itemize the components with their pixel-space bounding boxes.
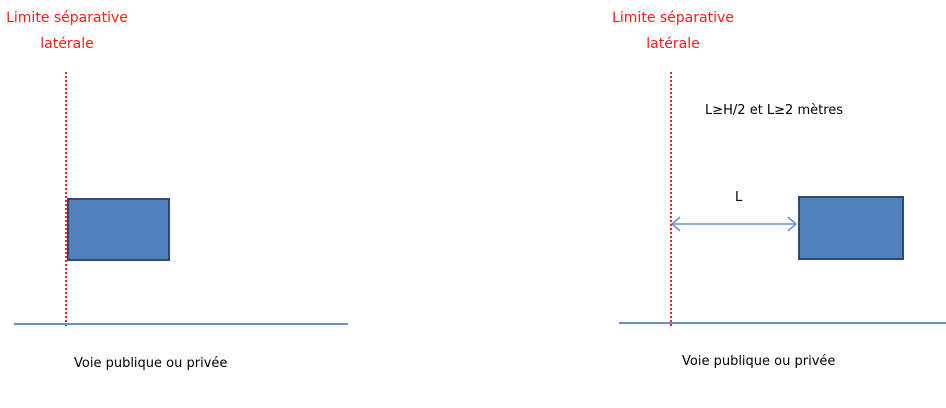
side-limit-label-line2: latérale [646, 36, 700, 52]
road-label: Voie publique ou privée [682, 354, 836, 369]
side-limit-dotted-line [65, 72, 67, 326]
distance-arrow-head-right [787, 216, 798, 232]
side-limit-label: Limite séparative latérale [612, 5, 734, 57]
building-set-back [798, 196, 904, 260]
distance-label: L [735, 190, 743, 205]
side-limit-label: Limite séparative latérale [6, 5, 128, 57]
distance-double-arrow [670, 216, 798, 232]
distance-arrow-head-left [670, 216, 681, 232]
road-line [619, 322, 946, 324]
side-limit-label-line1: Limite séparative [6, 10, 128, 26]
left-diagram-panel: Limite séparative latérale Voie publique… [0, 0, 360, 408]
side-limit-dotted-line [670, 72, 672, 326]
side-limit-label-line1: Limite séparative [612, 10, 734, 26]
road-line [14, 323, 348, 325]
building-on-limit [67, 198, 170, 261]
setback-rule-text: L≥H/2 et L≥2 mètres [705, 103, 844, 118]
road-label: Voie publique ou privée [74, 356, 228, 371]
side-limit-label-line2: latérale [40, 36, 94, 52]
right-diagram-panel: Limite séparative latérale L≥H/2 et L≥2 … [600, 0, 946, 408]
